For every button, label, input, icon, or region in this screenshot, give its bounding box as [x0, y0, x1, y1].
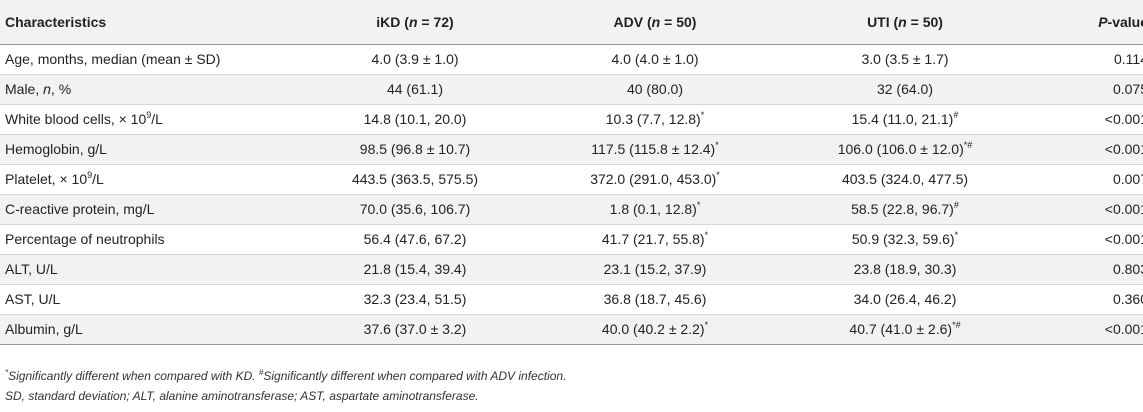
- adv-cell: 23.1 (15.2, 37.9): [603, 261, 707, 277]
- header-uti: UTI (n = 50): [867, 13, 943, 30]
- uti-cell: 15.4 (11.0, 21.1)#: [851, 110, 959, 128]
- uti-cell: 3.0 (3.5 ± 1.7): [861, 51, 949, 67]
- adv-cell: 1.8 (0.1, 12.8)*: [609, 200, 701, 218]
- row-label: White blood cells, × 109/L: [5, 110, 163, 128]
- ikd-cell: 4.0 (3.9 ± 1.0): [371, 51, 459, 67]
- table-row: Percentage of neutrophils 56.4 (47.6, 67…: [0, 224, 1143, 254]
- row-label: Albumin, g/L: [5, 321, 83, 337]
- table-row: Platelet, × 109/L 443.5 (363.5, 575.5) 3…: [0, 164, 1143, 194]
- p-value-cell: <0.001: [1104, 111, 1143, 127]
- ikd-cell: 443.5 (363.5, 575.5): [351, 171, 479, 187]
- adv-cell: 40 (80.0): [626, 81, 684, 97]
- adv-cell: 36.8 (18.7, 45.6): [603, 291, 707, 307]
- row-label: Percentage of neutrophils: [5, 231, 165, 247]
- row-label: AST, U/L: [5, 291, 61, 307]
- characteristics-table: Characteristics iKD (n = 72) ADV (n = 50…: [0, 0, 1143, 344]
- p-value-cell: <0.001: [1104, 321, 1143, 337]
- footnote-abbreviations: SD, standard deviation; ALT, alanine ami…: [5, 389, 479, 403]
- uti-cell: 34.0 (26.4, 46.2): [853, 291, 957, 307]
- header-row: Characteristics iKD (n = 72) ADV (n = 50…: [0, 0, 1143, 44]
- row-label: ALT, U/L: [5, 261, 58, 277]
- header-p-value: P-value: [1098, 13, 1143, 30]
- table-row: Age, months, median (mean ± SD) 4.0 (3.9…: [0, 44, 1143, 74]
- adv-cell: 372.0 (291.0, 453.0)*: [590, 170, 720, 188]
- p-value-cell: <0.001: [1104, 231, 1143, 247]
- footnote-significance: *Significantly different when compared w…: [5, 368, 567, 384]
- uti-cell: 50.9 (32.3, 59.6)*: [851, 230, 959, 248]
- uti-cell: 40.7 (41.0 ± 2.6)*#: [849, 320, 961, 338]
- p-value-cell: <0.001: [1104, 201, 1143, 217]
- ikd-cell: 98.5 (96.8 ± 10.7): [359, 141, 471, 157]
- ikd-cell: 21.8 (15.4, 39.4): [363, 261, 467, 277]
- p-value-cell: 0.803: [1112, 261, 1143, 277]
- p-value-cell: <0.001: [1104, 141, 1143, 157]
- adv-cell: 40.0 (40.2 ± 2.2)*: [601, 320, 709, 338]
- ikd-cell: 37.6 (37.0 ± 3.2): [363, 321, 467, 337]
- p-value-cell: 0.007: [1112, 171, 1143, 187]
- adv-cell: 10.3 (7.7, 12.8)*: [605, 110, 705, 128]
- row-label: C-reactive protein, mg/L: [5, 201, 155, 217]
- ikd-cell: 32.3 (23.4, 51.5): [363, 291, 467, 307]
- p-value-cell: 0.075: [1112, 81, 1143, 97]
- adv-cell: 4.0 (4.0 ± 1.0): [611, 51, 699, 67]
- table-row: ALT, U/L 21.8 (15.4, 39.4) 23.1 (15.2, 3…: [0, 254, 1143, 284]
- p-value-cell: 0.114: [1114, 51, 1143, 67]
- p-value-cell: 0.360: [1112, 291, 1143, 307]
- table-row: Hemoglobin, g/L 98.5 (96.8 ± 10.7) 117.5…: [0, 134, 1143, 164]
- ikd-cell: 44 (61.1): [386, 81, 444, 97]
- row-label: Hemoglobin, g/L: [5, 141, 107, 157]
- uti-cell: 106.0 (106.0 ± 12.0)*#: [837, 140, 973, 158]
- uti-cell: 403.5 (324.0, 477.5): [841, 171, 969, 187]
- adv-cell: 41.7 (21.7, 55.8)*: [601, 230, 709, 248]
- table-row: C-reactive protein, mg/L 70.0 (35.6, 106…: [0, 194, 1143, 224]
- ikd-cell: 56.4 (47.6, 67.2): [363, 231, 467, 247]
- row-label: Age, months, median (mean ± SD): [5, 51, 221, 67]
- adv-cell: 117.5 (115.8 ± 12.4)*: [591, 140, 719, 158]
- ikd-cell: 14.8 (10.1, 20.0): [363, 111, 467, 127]
- table-row: AST, U/L 32.3 (23.4, 51.5) 36.8 (18.7, 4…: [0, 284, 1143, 314]
- table-row: Male, n, % 44 (61.1) 40 (80.0) 32 (64.0)…: [0, 74, 1143, 104]
- uti-cell: 23.8 (18.9, 30.3): [853, 261, 957, 277]
- header-ikd: iKD (n = 72): [376, 13, 454, 30]
- ikd-cell: 70.0 (35.6, 106.7): [359, 201, 471, 217]
- row-label: Male, n, %: [5, 81, 72, 97]
- uti-cell: 32 (64.0): [876, 81, 934, 97]
- table-footnotes: *Significantly different when compared w…: [5, 366, 566, 406]
- table-row: White blood cells, × 109/L 14.8 (10.1, 2…: [0, 104, 1143, 134]
- row-label: Platelet, × 109/L: [5, 170, 104, 188]
- table-row: Albumin, g/L 37.6 (37.0 ± 3.2) 40.0 (40.…: [0, 314, 1143, 344]
- header-adv: ADV (n = 50): [613, 13, 697, 30]
- uti-cell: 58.5 (22.8, 96.7)#: [851, 200, 959, 218]
- header-characteristics: Characteristics: [5, 13, 107, 30]
